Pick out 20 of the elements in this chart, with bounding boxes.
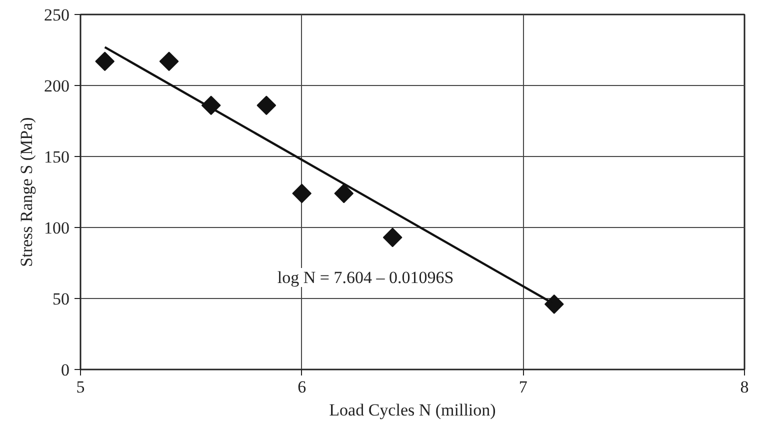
- point: [292, 184, 312, 204]
- y-tick-label: 200: [44, 76, 70, 96]
- point: [334, 184, 354, 204]
- x-tick-label: 5: [76, 378, 85, 396]
- y-tick-label: 250: [44, 6, 70, 24]
- point: [95, 52, 115, 72]
- x-tick-label: 6: [298, 378, 306, 396]
- point: [382, 228, 402, 248]
- point: [256, 96, 276, 116]
- x-tick-label: 8: [740, 378, 749, 396]
- x-axis-title: Load Cycles N (million): [329, 400, 496, 420]
- annotation: log N = 7.604 – 0.01096S: [277, 268, 454, 287]
- y-tick-label: 150: [44, 148, 70, 166]
- y-tick-label: 0: [61, 360, 70, 380]
- x-tick-label: 7: [518, 378, 528, 396]
- point: [159, 52, 179, 72]
- point: [544, 294, 564, 314]
- y-axis-title: Stress Range S (MPa): [17, 117, 36, 267]
- y-tick-label: 50: [52, 290, 70, 308]
- y-tick-label: 100: [44, 218, 70, 238]
